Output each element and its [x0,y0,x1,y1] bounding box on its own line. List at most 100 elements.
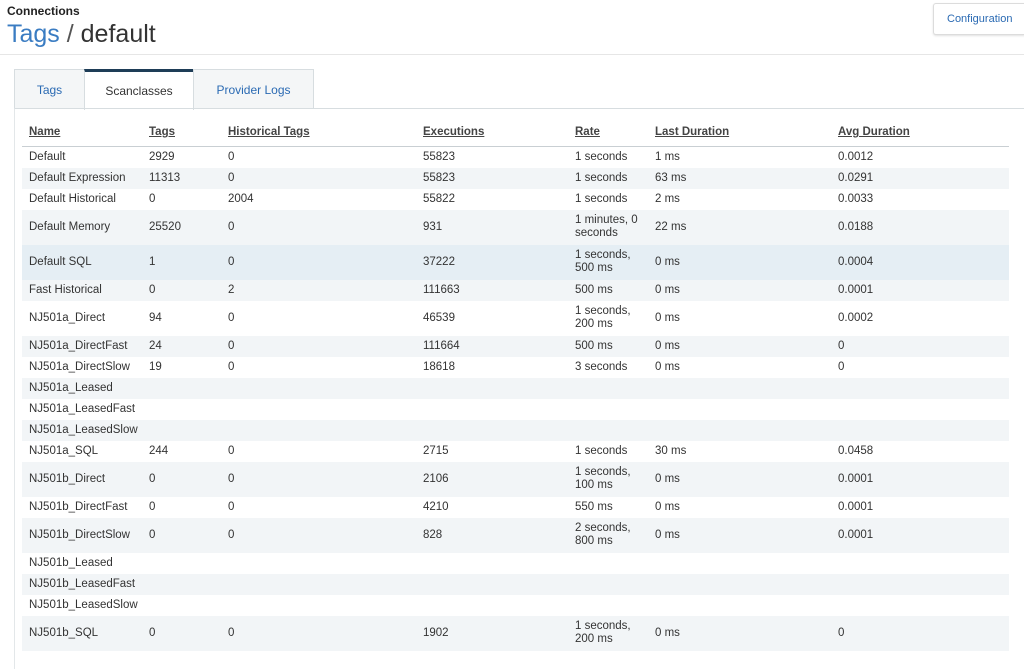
cell-historical-tags: 0 [221,615,416,651]
cell-tags: 1 [142,244,221,280]
cell-executions [416,399,568,420]
column-header-rate[interactable]: Rate [568,126,648,147]
table-row[interactable]: NJ501a_DirectFast 24 0 111664 500 ms 0 m… [22,335,1009,357]
cell-last-duration [648,553,831,574]
table-row[interactable]: NJ501a_Direct 94 0 46539 1 seconds, 200 … [22,301,1009,336]
table-body: Default 2929 0 55823 1 seconds 1 ms 0.00… [22,147,1009,651]
cell-executions: 2106 [416,461,568,497]
cell-last-duration: 0 ms [648,517,831,553]
cell-historical-tags [221,553,416,574]
breadcrumb[interactable]: Connections [7,4,80,18]
cell-historical-tags: 0 [228,311,235,324]
cell-tags [142,399,221,420]
tab-provider-logs[interactable]: Provider Logs [193,69,314,109]
cell-last-duration: 0 ms [648,615,831,651]
table-row[interactable]: NJ501b_Leased [22,553,1009,574]
cell-last-duration [648,573,831,595]
cell-name: NJ501a_DirectFast [22,335,142,357]
cell-avg-duration: 0.0001 [831,461,1009,497]
table-row[interactable]: NJ501a_Leased [22,377,1009,399]
cell-rate [568,553,648,574]
table-row[interactable]: NJ501a_LeasedSlow [22,419,1009,441]
cell-rate [568,595,648,616]
cell-avg-duration: 0.0291 [831,167,1009,189]
cell-tags: 0 [142,517,221,553]
table-row-highlighted[interactable]: Default SQL 1 0 37222 1 seconds, 500 ms … [22,244,1009,280]
cell-last-duration: 0 ms [655,360,680,373]
tab-panel [14,108,1024,669]
cell-avg-duration: 0.0012 [838,150,874,163]
cell-avg-duration [831,399,1009,420]
table-row[interactable]: Default 2929 0 55823 1 seconds 1 ms 0.00… [22,147,1009,168]
column-header-last-duration[interactable]: Last Duration [648,126,831,147]
cell-name: NJ501a_Leased [22,377,142,399]
cell-rate: 3 seconds [575,360,628,373]
table-row[interactable]: Default Expression 11313 0 55823 1 secon… [22,167,1009,189]
cell-executions: 55822 [423,192,455,205]
cell-name: NJ501b_Direct [22,461,142,497]
cell-historical-tags: 0 [221,167,416,189]
cell-rate: 1 seconds [575,150,628,163]
table-row[interactable]: NJ501b_DirectFast 0 0 4210 550 ms 0 ms 0… [22,497,1009,518]
column-header-avg-duration[interactable]: Avg Duration [831,126,1009,147]
cell-executions: 1902 [416,615,568,651]
column-header-tags[interactable]: Tags [142,126,221,147]
cell-rate [568,377,648,399]
cell-name: Default Expression [22,167,142,189]
cell-historical-tags [221,573,416,595]
table-row[interactable]: NJ501b_SQL 0 0 1902 1 seconds, 200 ms 0 … [22,615,1009,651]
cell-name: NJ501b_SQL [22,615,142,651]
table-row[interactable]: Default Historical 0 2004 55822 1 second… [22,189,1009,210]
table-row[interactable]: NJ501a_DirectSlow 19 0 18618 3 seconds 0… [22,357,1009,378]
table-row[interactable]: Fast Historical 0 2 111663 500 ms 0 ms 0… [22,279,1009,301]
cell-tags: 11313 [142,167,221,189]
cell-tags: 0 [149,192,156,205]
cell-avg-duration: 0.0033 [838,192,874,205]
table-header-row: Name Tags Historical Tags Executions Rat… [22,126,1009,147]
cell-tags: 0 [142,615,221,651]
cell-last-duration: 0 ms [648,335,831,357]
table-row[interactable]: Default Memory 25520 0 931 1 minutes, 0 … [22,209,1009,245]
table-row[interactable]: NJ501b_LeasedFast [22,573,1009,595]
cell-rate: 1 seconds, 100 ms [568,461,648,497]
cell-rate [568,399,648,420]
cell-rate: 1 seconds [568,167,648,189]
cell-avg-duration [831,553,1009,574]
title-separator: / [59,20,81,48]
tab-scanclasses[interactable]: Scanclasses [84,69,194,110]
cell-executions: 55823 [416,167,568,189]
cell-tags: 24 [142,335,221,357]
cell-name: Default Memory [22,209,142,245]
cell-tags [142,595,221,616]
page-title: Tags / default [7,20,156,49]
table-row[interactable]: NJ501b_DirectSlow 0 0 828 2 seconds, 800… [22,517,1009,553]
table-row[interactable]: NJ501a_LeasedFast [22,399,1009,420]
cell-last-duration: 0 ms [655,311,680,324]
cell-executions: 18618 [423,360,455,373]
column-header-name[interactable]: Name [22,126,142,147]
cell-avg-duration: 0 [838,360,845,373]
table-row[interactable]: NJ501b_LeasedSlow [22,595,1009,616]
table-row[interactable]: NJ501b_Direct 0 0 2106 1 seconds, 100 ms… [22,461,1009,497]
cell-name: NJ501a_SQL [29,444,99,457]
tab-tags[interactable]: Tags [14,69,85,109]
table-row[interactable]: NJ501a_SQL 244 0 2715 1 seconds 30 ms 0.… [22,441,1009,462]
cell-name: NJ501b_LeasedSlow [29,598,138,611]
column-header-historical-tags[interactable]: Historical Tags [221,126,416,147]
cell-rate: 1 seconds, 500 ms [568,244,648,280]
cell-executions: 111664 [416,335,568,357]
cell-tags: 0 [149,500,156,513]
cell-name: Default [29,150,66,163]
cell-last-duration [648,399,831,420]
cell-rate [568,419,648,441]
cell-name: NJ501a_LeasedFast [29,402,136,415]
cell-last-duration: 0 ms [655,500,680,513]
column-header-executions[interactable]: Executions [416,126,568,147]
cell-avg-duration: 0.0188 [831,209,1009,245]
tags-title-link[interactable]: Tags [7,20,60,48]
configuration-button[interactable]: Configuration [933,3,1024,35]
cell-tags [142,419,221,441]
cell-historical-tags [221,377,416,399]
cell-last-duration: 0 ms [648,244,831,280]
cell-name: Default Historical [29,192,116,205]
